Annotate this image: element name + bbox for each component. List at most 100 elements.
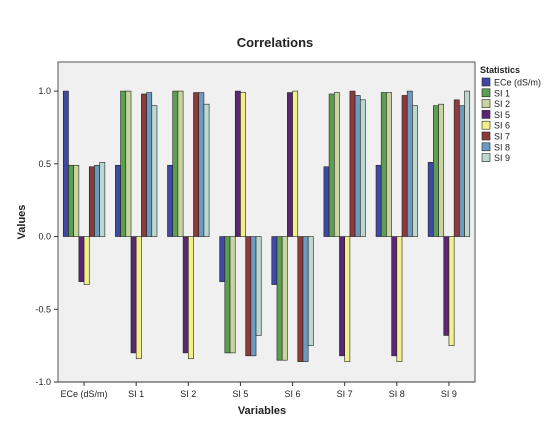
legend-entry-label: SI 2 bbox=[494, 99, 510, 109]
bar bbox=[130, 236, 137, 354]
bar bbox=[281, 236, 288, 361]
legend-entry-label: ECe (dS/m) bbox=[494, 78, 541, 88]
bar bbox=[276, 236, 283, 361]
bar bbox=[125, 90, 132, 237]
bar bbox=[146, 92, 153, 237]
bar bbox=[354, 95, 361, 237]
bar bbox=[240, 92, 246, 237]
y-axis-label: Values bbox=[16, 205, 28, 240]
bar bbox=[135, 236, 142, 360]
bar bbox=[120, 90, 127, 237]
bar bbox=[193, 92, 200, 237]
bar bbox=[333, 92, 340, 237]
legend-swatch bbox=[481, 99, 491, 108]
y-tick-label: 1.0 bbox=[38, 86, 51, 96]
legend: Statistics ECe (dS/m)SI 1SI 2SI 5SI 6SI … bbox=[480, 65, 541, 163]
legend-title: Statistics bbox=[480, 65, 520, 75]
y-axis: -1.0 -0.5 0.0 0.5 1.0 bbox=[35, 86, 58, 387]
bar bbox=[115, 164, 121, 237]
legend-swatch bbox=[481, 142, 491, 152]
legend-swatch bbox=[481, 110, 491, 119]
bar bbox=[141, 93, 147, 237]
bar bbox=[464, 90, 471, 237]
x-tick-label: SI 6 bbox=[285, 389, 301, 399]
bar bbox=[287, 92, 293, 237]
bar bbox=[151, 105, 158, 237]
y-tick-label: -1.0 bbox=[35, 377, 51, 387]
legend-swatch bbox=[481, 120, 491, 130]
bar bbox=[323, 166, 330, 237]
bar bbox=[94, 164, 100, 237]
legend-entry-label: SI 8 bbox=[494, 142, 510, 152]
chart-title: Correlations bbox=[237, 35, 314, 50]
bar bbox=[427, 162, 434, 237]
legend-swatch bbox=[481, 88, 491, 98]
bar bbox=[375, 164, 382, 237]
bar bbox=[229, 236, 236, 354]
bar bbox=[386, 92, 392, 237]
bar bbox=[73, 164, 80, 237]
x-tick-label: SI 2 bbox=[180, 389, 196, 399]
bar bbox=[396, 236, 403, 362]
bar bbox=[448, 236, 455, 346]
bar bbox=[172, 90, 179, 237]
bar bbox=[406, 90, 413, 237]
bar bbox=[391, 236, 398, 357]
x-tick-label: SI 7 bbox=[337, 389, 353, 399]
bar bbox=[453, 99, 460, 237]
bar bbox=[302, 236, 309, 362]
bar bbox=[182, 236, 189, 354]
bar bbox=[188, 236, 194, 360]
y-tick-label: 0.5 bbox=[38, 159, 51, 169]
bar bbox=[401, 95, 408, 237]
bar bbox=[219, 236, 226, 282]
bar bbox=[250, 236, 257, 357]
legend-swatch bbox=[481, 153, 491, 162]
bar bbox=[68, 164, 74, 237]
legend-entry-label: SI 6 bbox=[494, 121, 510, 131]
bar bbox=[224, 236, 231, 354]
x-axis: ECe (dS/m) SI 1 SI 2 SI 5 SI 6 SI 7 SI 8 SI 9 bbox=[58, 381, 475, 399]
bar bbox=[203, 103, 210, 237]
bar bbox=[443, 236, 450, 336]
bar bbox=[459, 105, 465, 237]
legend-entry-label: SI 5 bbox=[494, 110, 510, 120]
legend-entry-label: SI 7 bbox=[494, 132, 510, 142]
bar bbox=[78, 236, 85, 282]
bar bbox=[380, 92, 387, 237]
legend-entry-label: SI 9 bbox=[494, 153, 510, 163]
x-tick-label: ECe (dS/m) bbox=[61, 389, 108, 399]
bar bbox=[344, 236, 351, 362]
bar bbox=[198, 92, 205, 237]
y-tick-label: 0.0 bbox=[38, 232, 51, 242]
legend-swatch bbox=[481, 131, 491, 141]
bar bbox=[412, 105, 418, 237]
y-tick-label: -0.5 bbox=[35, 304, 51, 314]
bar bbox=[292, 90, 299, 237]
bar bbox=[99, 162, 106, 237]
bar bbox=[328, 93, 335, 237]
bar-series-group bbox=[62, 90, 471, 362]
x-tick-label: SI 1 bbox=[128, 389, 144, 399]
bar bbox=[438, 103, 445, 237]
bar bbox=[62, 90, 69, 237]
bar bbox=[177, 90, 184, 237]
legend-entry-label: SI 1 bbox=[494, 88, 510, 98]
bar bbox=[271, 236, 278, 285]
bar bbox=[255, 236, 262, 336]
bar bbox=[359, 99, 366, 237]
legend-swatch bbox=[481, 77, 491, 87]
x-tick-label: SI 8 bbox=[389, 389, 405, 399]
bar bbox=[297, 236, 304, 362]
bar bbox=[88, 166, 95, 237]
bar bbox=[307, 236, 314, 346]
x-axis-label: Variables bbox=[238, 405, 286, 417]
x-tick-label: SI 5 bbox=[232, 389, 248, 399]
bar bbox=[234, 90, 241, 237]
bar bbox=[349, 90, 356, 237]
bar bbox=[433, 105, 439, 237]
bar bbox=[339, 236, 345, 357]
bar bbox=[245, 236, 252, 357]
bar bbox=[167, 164, 174, 237]
